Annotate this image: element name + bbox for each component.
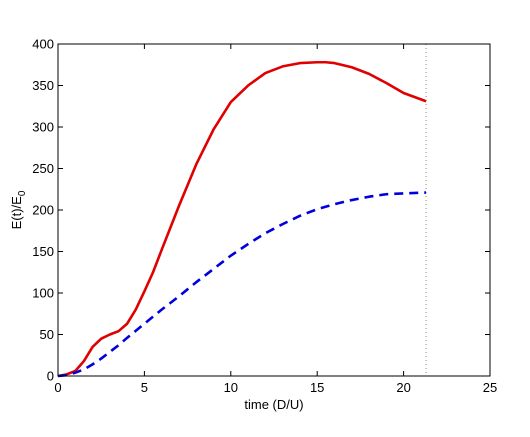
x-tick-label: 15 (310, 380, 324, 395)
x-tick-label: 10 (224, 380, 238, 395)
x-tick-label: 0 (54, 380, 61, 395)
y-tick-label: 0 (47, 369, 54, 384)
y-tick-label: 50 (40, 327, 54, 342)
x-tick-label: 5 (141, 380, 148, 395)
y-axis-label-main: E(t)/E (9, 196, 24, 230)
y-tick-label: 100 (32, 286, 54, 301)
y-tick-label: 400 (32, 37, 54, 52)
y-tick-label: 200 (32, 203, 54, 218)
y-tick-label: 150 (32, 244, 54, 259)
y-axis-label: E(t)/E0 (9, 190, 28, 229)
y-axis-label-subscript: 0 (17, 190, 28, 196)
y-tick-label: 300 (32, 120, 54, 135)
x-tick-label: 20 (396, 380, 410, 395)
y-tick-label: 350 (32, 78, 54, 93)
series-line-1 (57, 60, 427, 378)
series-line-2 (57, 191, 427, 378)
x-tick-label: 25 (483, 380, 497, 395)
y-tick-label: 250 (32, 161, 54, 176)
series-layer (57, 60, 427, 378)
x-axis-label: time (D/U) (244, 397, 303, 412)
